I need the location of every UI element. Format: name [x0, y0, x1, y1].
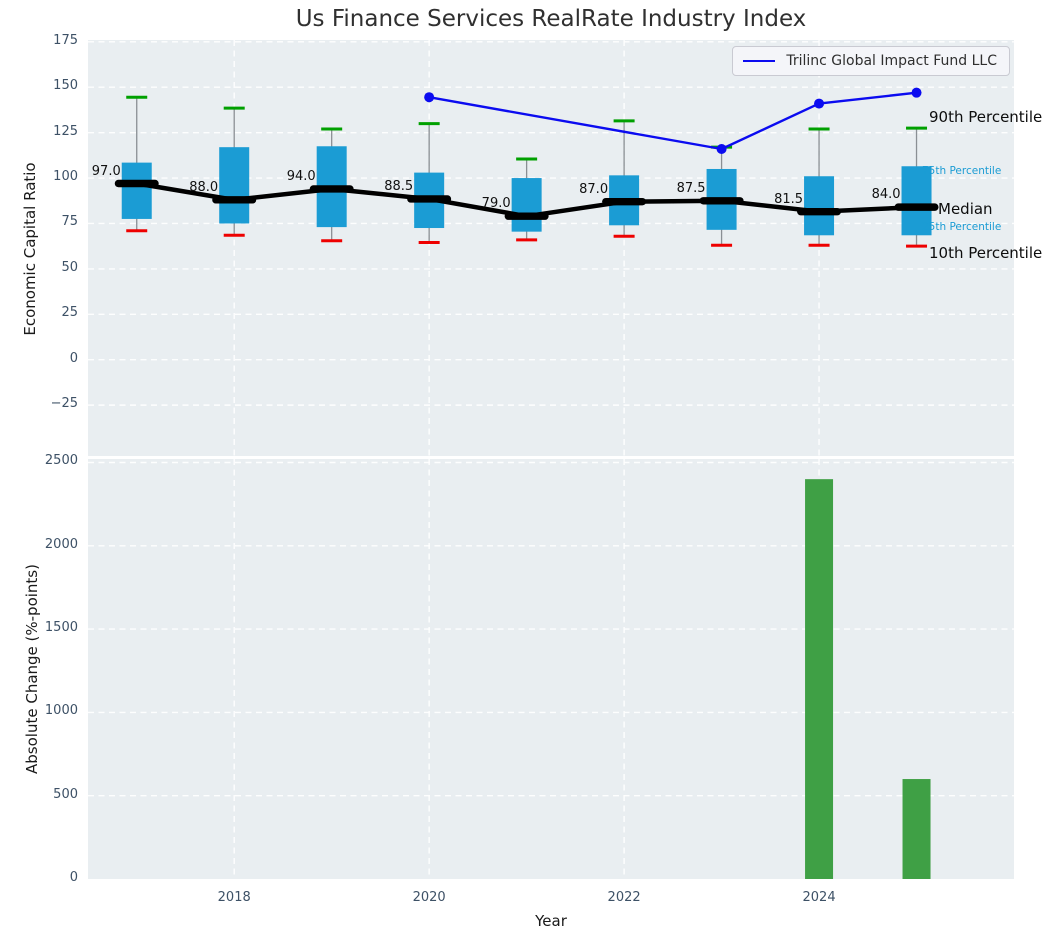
y-tick-label: 0	[69, 870, 78, 885]
y-tick-label: 25	[61, 305, 78, 321]
median-value-label: 97.0	[91, 163, 121, 179]
x-axis-label: Year	[535, 912, 567, 930]
top-plot-area	[88, 40, 1014, 456]
y-tick-label: 1500	[44, 620, 78, 636]
y-tick-label: 50	[61, 259, 78, 275]
y-tick-label: 125	[53, 123, 78, 139]
median-value-label: 88.5	[384, 178, 414, 194]
chart-title: Us Finance Services RealRate Industry In…	[295, 6, 807, 32]
y-tick-label: 100	[53, 169, 78, 185]
y-tick-label: 2000	[44, 536, 78, 552]
y-tick-label: 2500	[44, 453, 78, 469]
y-tick-label: 1000	[44, 703, 78, 719]
y-tick-label: 0	[69, 350, 78, 366]
y-tick-label: 75	[61, 214, 78, 230]
annotation-90th-percentile: 90th Percentile	[929, 108, 1043, 126]
annotation-75th-percentile: 75th Percentile	[922, 165, 1002, 177]
median-value-label: 84.0	[871, 187, 901, 203]
annotation-10th-percentile: 10th Percentile	[929, 244, 1043, 262]
y-tick-label: −25	[50, 396, 78, 412]
x-tick-label: 2020	[412, 890, 446, 905]
median-value-label: 94.0	[286, 168, 316, 184]
x-tick-label: 2024	[802, 890, 836, 905]
x-tick-label: 2018	[217, 890, 251, 905]
annotation-median: Median	[938, 200, 993, 218]
median-value-label: 81.5	[774, 191, 804, 207]
legend: Trilinc Global Impact Fund LLC	[732, 46, 1010, 76]
median-value-label: 87.0	[579, 181, 609, 197]
median-value-label: 79.0	[481, 196, 511, 212]
legend-line-sample	[743, 60, 776, 62]
y-tick-label: 150	[53, 78, 78, 94]
median-value-label: 87.5	[676, 180, 706, 196]
x-tick-label: 2022	[607, 890, 641, 905]
bottom-plot-area	[88, 459, 1014, 879]
annotation-25th-percentile: 25th Percentile	[922, 221, 1002, 233]
median-value-label: 88.0	[189, 179, 219, 195]
y-tick-label: 175	[53, 32, 78, 48]
legend-label: Trilinc Global Impact Fund LLC	[786, 53, 997, 69]
y-tick-label: 500	[53, 786, 78, 802]
y-axis-label-bottom: Absolute Change (%-points)	[23, 564, 41, 774]
